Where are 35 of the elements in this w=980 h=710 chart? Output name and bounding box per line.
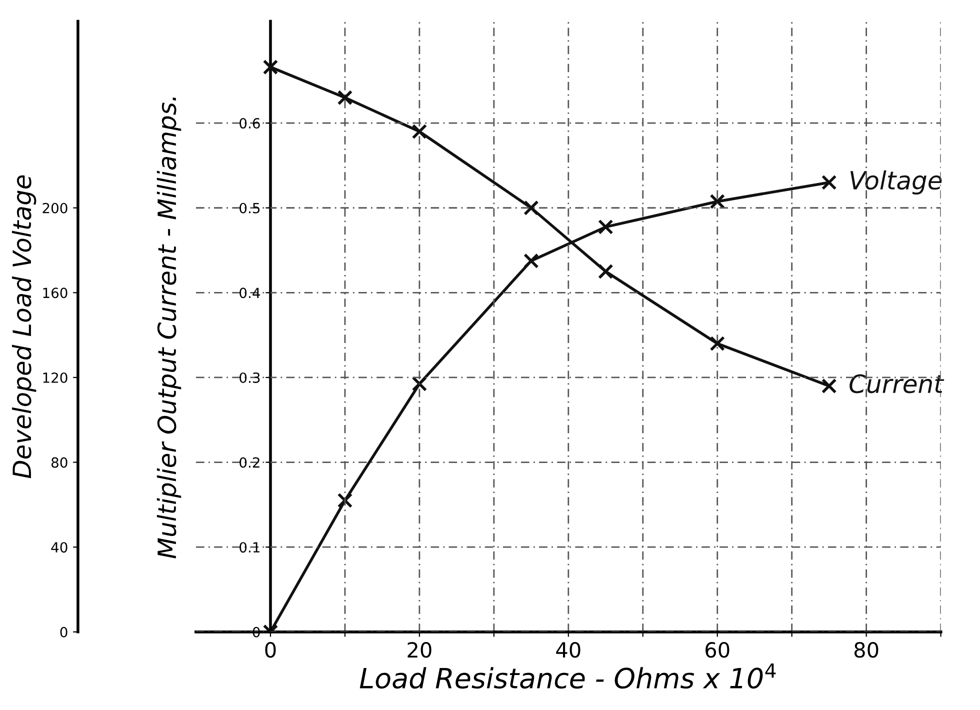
x-tick-label: 40	[556, 642, 580, 658]
x-axis-title: Load Resistance - Ohms x 10$^{4}$	[360, 663, 776, 689]
point	[524, 253, 539, 269]
y-tick-label: 0.4	[240, 288, 260, 298]
point	[598, 264, 614, 280]
point	[412, 376, 428, 392]
y2-tick-label: 160	[43, 288, 68, 298]
point	[524, 200, 539, 216]
point	[821, 378, 837, 394]
y2-tick-label: 40	[51, 542, 68, 553]
y-tick-label: 0.3	[240, 372, 260, 383]
series-label: Voltage	[850, 170, 942, 195]
x-tick-label: 60	[706, 642, 730, 658]
y2-tick-label: 0	[60, 626, 68, 638]
x-tick-label: 0	[265, 642, 276, 658]
x-tick-label: 20	[408, 642, 432, 658]
point	[710, 336, 725, 352]
y-tick-label: 0.6	[240, 118, 260, 129]
y2-tick-label: 200	[42, 202, 68, 214]
y2-tick-label: 80	[51, 457, 68, 468]
point	[710, 194, 725, 210]
point	[412, 124, 428, 140]
y2-axis-title: Developed Load Voltage	[12, 175, 36, 478]
series-label: Current	[850, 374, 944, 394]
y-tick-label: 0.2	[240, 457, 260, 468]
y-axis-title: Multiplier Output Current - Milliamps.	[156, 97, 182, 558]
point	[337, 90, 353, 106]
point	[821, 174, 837, 190]
y-tick-label: 0.1	[240, 542, 260, 553]
y2-tick-label: 120	[43, 372, 68, 383]
point	[337, 492, 353, 508]
x-tick-label: 80	[854, 642, 878, 658]
point	[598, 219, 614, 235]
point	[262, 59, 278, 75]
y-tick-label: 0.5	[240, 202, 260, 214]
